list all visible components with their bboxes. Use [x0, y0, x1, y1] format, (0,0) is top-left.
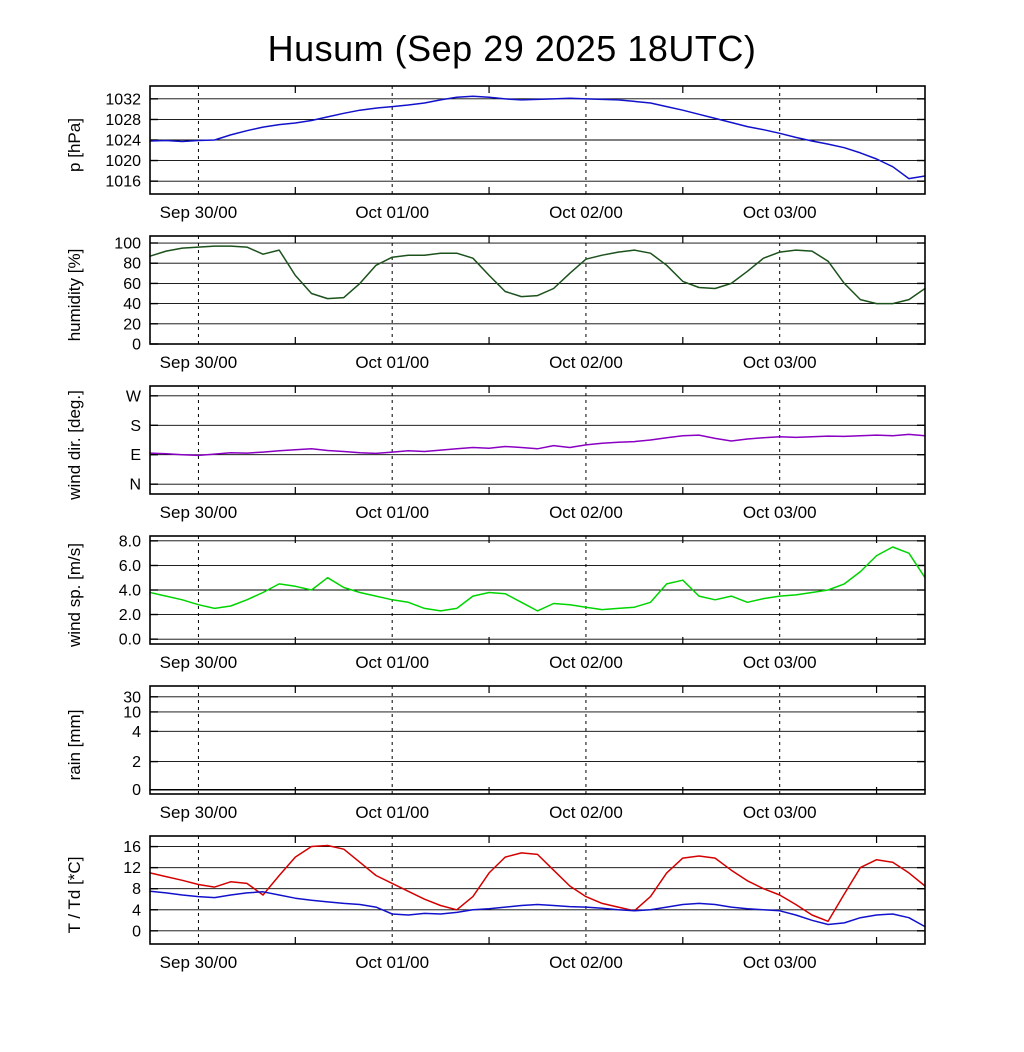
x-tick-label: Oct 01/00 [355, 503, 429, 522]
series-wind-speed [149, 546, 926, 612]
x-tick-label: Oct 03/00 [743, 803, 817, 822]
y-tick-label: 12 [123, 860, 141, 877]
y-tick-label: 4 [132, 724, 141, 741]
x-tick-label: Oct 01/00 [355, 203, 429, 222]
plot-border [149, 235, 926, 345]
x-tick-label: Oct 02/00 [549, 803, 623, 822]
x-tick-label: Oct 01/00 [355, 953, 429, 972]
y-tick-label: 1016 [105, 174, 141, 191]
y-tick-label: 4.0 [119, 583, 141, 600]
meteogram: 1032 1028 1024 1020 1016 Sep 30/00 Oct 01/00 Oc… [0, 82, 1024, 982]
series-pressure [149, 95, 926, 180]
series-Td [149, 890, 926, 928]
series-T [149, 844, 926, 923]
series-humidity [149, 245, 926, 305]
x-tick-label: Oct 02/00 [549, 503, 623, 522]
x-tick-label: Sep 30/00 [160, 803, 238, 822]
y-tick-label: 8 [132, 881, 141, 898]
y-tick-label: 4 [132, 902, 141, 919]
x-tick-label: Oct 02/00 [549, 353, 623, 372]
x-tick-label: Sep 30/00 [160, 353, 238, 372]
chart-title: Husum (Sep 29 2025 18UTC) [267, 28, 757, 69]
y-tick-label: 1020 [105, 153, 141, 170]
panel-temperature: 16 12 8 4 0 Sep 30/00 Oct 01/00 Oct 02/00 Oct 03… [65, 835, 926, 972]
plot-border [149, 385, 926, 495]
y-tick-label: 0 [132, 782, 141, 799]
panel-pressure: 1032 1028 1024 1020 1016 Sep 30/00 Oct 01/00 Oc… [65, 85, 926, 222]
y-tick-label: N [129, 477, 141, 494]
panel-wind-speed: 8.0 6.0 4.0 2.0 0.0 Sep 30/00 Oct 01/00 Oct 02/… [65, 533, 926, 672]
y-axis-label: wind sp. [m/s] [65, 543, 84, 648]
x-tick-label: Oct 01/00 [355, 803, 429, 822]
y-axis-label: humidity [%] [65, 249, 84, 342]
x-tick-label: Oct 01/00 [355, 653, 429, 672]
x-tick-label: Oct 02/00 [549, 653, 623, 672]
x-tick-label: Sep 30/00 [160, 203, 238, 222]
x-tick-label: Oct 03/00 [743, 653, 817, 672]
y-axis-label: T / Td [*C] [65, 857, 84, 934]
x-tick-label: Oct 03/00 [743, 353, 817, 372]
y-tick-label: 0.0 [119, 632, 141, 649]
y-tick-label: 1032 [105, 91, 141, 108]
y-axis-label: p [hPa] [65, 118, 84, 172]
x-tick-label: Oct 02/00 [549, 953, 623, 972]
x-tick-label: Oct 03/00 [743, 203, 817, 222]
x-tick-label: Oct 03/00 [743, 503, 817, 522]
y-tick-label: 60 [123, 276, 141, 293]
x-tick-label: Oct 01/00 [355, 353, 429, 372]
panel-humidity: 100 80 60 40 20 0 Sep 30/00 Oct 01/00 Oct 02/00 O… [65, 235, 926, 372]
y-tick-label: 40 [123, 296, 141, 313]
plot-border [149, 85, 926, 195]
y-tick-label: 100 [114, 236, 141, 253]
x-tick-label: Sep 30/00 [160, 653, 238, 672]
y-tick-label: 10 [123, 704, 141, 721]
plot-border [149, 535, 926, 645]
y-tick-label: 1028 [105, 112, 141, 129]
y-tick-label: 0 [132, 337, 141, 354]
plot-border [149, 835, 926, 945]
y-axis-label: wind dir. [deg.] [65, 390, 84, 501]
y-tick-label: 80 [123, 256, 141, 273]
y-tick-label: 2.0 [119, 607, 141, 624]
x-tick-label: Oct 03/00 [743, 953, 817, 972]
series-wind-direction [149, 433, 926, 457]
y-axis-label: rain [mm] [65, 710, 84, 781]
y-tick-label: E [130, 447, 141, 464]
y-tick-label: 8.0 [119, 533, 141, 550]
y-tick-label: 30 [123, 689, 141, 706]
y-tick-label: 2 [132, 754, 141, 771]
x-tick-label: Oct 02/00 [549, 203, 623, 222]
plot-border [149, 685, 926, 795]
y-tick-label: 20 [123, 316, 141, 333]
x-tick-label: Sep 30/00 [160, 503, 238, 522]
y-tick-label: W [126, 388, 142, 405]
y-tick-label: 6.0 [119, 558, 141, 575]
y-tick-label: 0 [132, 923, 141, 940]
y-tick-label: 16 [123, 839, 141, 856]
x-tick-label: Sep 30/00 [160, 953, 238, 972]
y-tick-label: 1024 [105, 133, 141, 150]
y-tick-label: S [130, 418, 141, 435]
